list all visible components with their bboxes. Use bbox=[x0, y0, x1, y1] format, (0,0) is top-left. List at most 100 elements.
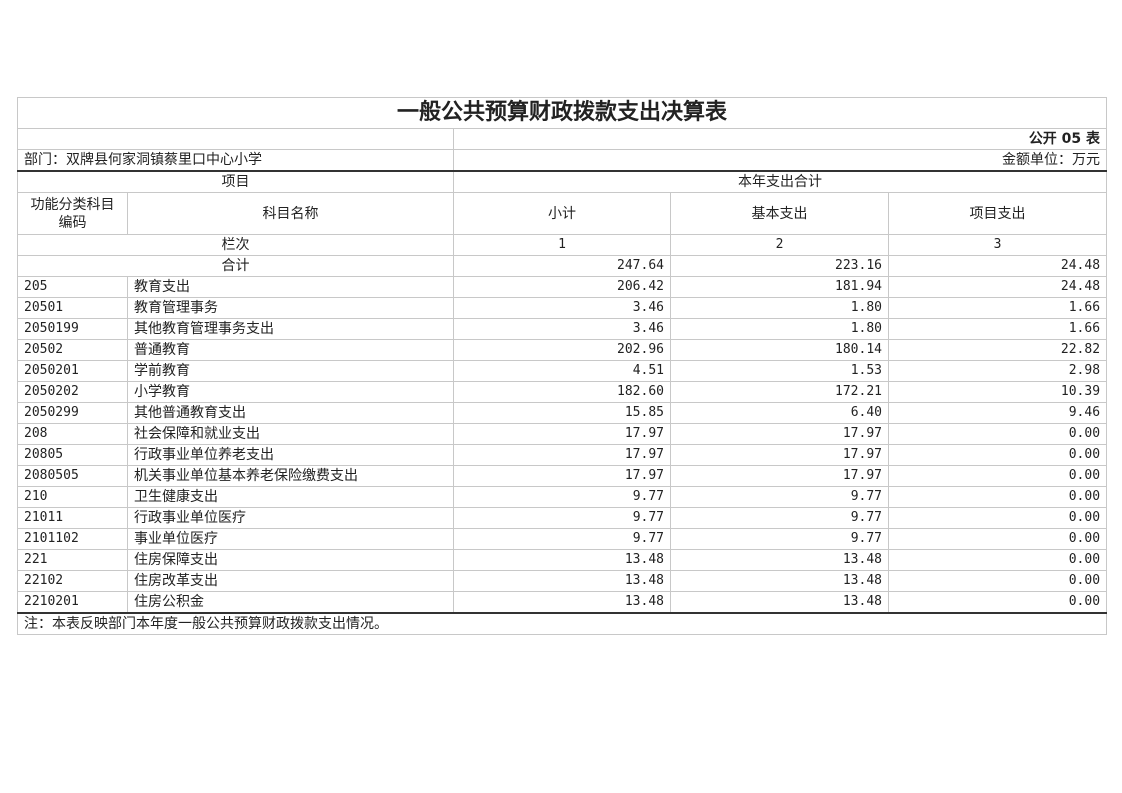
row-name: 住房改革支出 bbox=[127, 570, 454, 592]
row-basic: 13.48 bbox=[670, 570, 889, 592]
sum-project: 24.48 bbox=[887, 255, 1108, 277]
row-project: 0.00 bbox=[887, 591, 1108, 614]
row-name: 其他普通教育支出 bbox=[127, 402, 454, 424]
row-basic: 17.97 bbox=[670, 423, 889, 445]
row-project: 1.66 bbox=[887, 297, 1108, 319]
row-name: 教育管理事务 bbox=[127, 297, 454, 319]
row-basic: 172.21 bbox=[670, 381, 889, 403]
row-project: 22.82 bbox=[887, 339, 1108, 361]
row-subtotal: 9.77 bbox=[453, 528, 671, 550]
header-total-group: 本年支出合计 bbox=[452, 170, 1108, 193]
row-subtotal: 15.85 bbox=[453, 402, 671, 424]
row-name: 住房公积金 bbox=[127, 591, 454, 614]
row-project: 0.00 bbox=[887, 570, 1108, 592]
row-name: 小学教育 bbox=[127, 381, 454, 403]
row-name: 教育支出 bbox=[127, 276, 454, 298]
row-basic: 13.48 bbox=[670, 549, 889, 571]
department-label: 部门：双牌县何家洞镇蔡里口中心小学 bbox=[17, 149, 454, 172]
row-subtotal: 3.46 bbox=[453, 318, 671, 340]
row-project: 9.46 bbox=[887, 402, 1108, 424]
row-subtotal: 13.48 bbox=[453, 570, 671, 592]
row-subtotal: 202.96 bbox=[453, 339, 671, 361]
header-project: 项目支出 bbox=[887, 192, 1108, 235]
row-name: 住房保障支出 bbox=[127, 549, 454, 571]
row-name: 事业单位医疗 bbox=[127, 528, 454, 550]
row-basic: 6.40 bbox=[670, 402, 889, 424]
table-row: 208 社会保障和就业支出 17.97 17.97 0.00 bbox=[17, 423, 1108, 445]
row-project: 0.00 bbox=[887, 423, 1108, 445]
row-subtotal: 17.97 bbox=[453, 465, 671, 487]
row-basic: 17.97 bbox=[670, 444, 889, 466]
row-code: 221 bbox=[17, 549, 128, 571]
row-project: 0.00 bbox=[887, 465, 1108, 487]
row-code: 2080505 bbox=[17, 465, 128, 487]
row-code: 21011 bbox=[17, 507, 128, 529]
sum-row: 合计 247.64 223.16 24.48 bbox=[17, 255, 1108, 277]
table-row: 210 卫生健康支出 9.77 9.77 0.00 bbox=[17, 486, 1108, 508]
row-code: 20805 bbox=[17, 444, 128, 466]
row-code: 20501 bbox=[17, 297, 128, 319]
unit-label: 金额单位：万元 bbox=[452, 149, 1108, 172]
header-name: 科目名称 bbox=[127, 192, 454, 235]
table-row: 2050202 小学教育 182.60 172.21 10.39 bbox=[17, 381, 1108, 403]
table-row: 2050299 其他普通教育支出 15.85 6.40 9.46 bbox=[17, 402, 1108, 424]
table-row: 20502 普通教育 202.96 180.14 22.82 bbox=[17, 339, 1108, 361]
row-basic: 9.77 bbox=[670, 486, 889, 508]
row-code: 210 bbox=[17, 486, 128, 508]
sum-subtotal: 247.64 bbox=[453, 255, 671, 277]
sum-basic: 223.16 bbox=[670, 255, 889, 277]
row-basic: 9.77 bbox=[670, 528, 889, 550]
header-basic: 基本支出 bbox=[670, 192, 889, 235]
table-row: 2050199 其他教育管理事务支出 3.46 1.80 1.66 bbox=[17, 318, 1108, 340]
row-project: 0.00 bbox=[887, 507, 1108, 529]
row-project: 0.00 bbox=[887, 486, 1108, 508]
row-code: 2050199 bbox=[17, 318, 128, 340]
row-name: 卫生健康支出 bbox=[127, 486, 454, 508]
row-project: 24.48 bbox=[887, 276, 1108, 298]
row-name: 行政事业单位养老支出 bbox=[127, 444, 454, 466]
row-code: 2050201 bbox=[17, 360, 128, 382]
row-basic: 180.14 bbox=[670, 339, 889, 361]
row-basic: 181.94 bbox=[670, 276, 889, 298]
table-row: 22102 住房改革支出 13.48 13.48 0.00 bbox=[17, 570, 1108, 592]
row-project: 0.00 bbox=[887, 444, 1108, 466]
row-name: 其他教育管理事务支出 bbox=[127, 318, 454, 340]
row-subtotal: 13.48 bbox=[453, 549, 671, 571]
col-number-2: 2 bbox=[670, 234, 889, 256]
row-code: 205 bbox=[17, 276, 128, 298]
header-item: 项目 bbox=[17, 170, 454, 193]
row-code: 22102 bbox=[17, 570, 128, 592]
row-basic: 13.48 bbox=[670, 591, 889, 614]
row-subtotal: 9.77 bbox=[453, 507, 671, 529]
row-project: 0.00 bbox=[887, 549, 1108, 571]
col-number-1: 1 bbox=[453, 234, 671, 256]
table-row: 205 教育支出 206.42 181.94 24.48 bbox=[17, 276, 1108, 298]
row-name: 行政事业单位医疗 bbox=[127, 507, 454, 529]
row-subtotal: 3.46 bbox=[453, 297, 671, 319]
table-row: 221 住房保障支出 13.48 13.48 0.00 bbox=[17, 549, 1108, 571]
column-label: 栏次 bbox=[17, 234, 454, 256]
row-subtotal: 9.77 bbox=[453, 486, 671, 508]
header-code: 功能分类科目编码 bbox=[17, 192, 128, 235]
row-code: 208 bbox=[17, 423, 128, 445]
row-subtotal: 13.48 bbox=[453, 591, 671, 614]
row-basic: 17.97 bbox=[670, 465, 889, 487]
header-subtotal: 小计 bbox=[453, 192, 671, 235]
row-name: 普通教育 bbox=[127, 339, 454, 361]
row-name: 社会保障和就业支出 bbox=[127, 423, 454, 445]
row-project: 10.39 bbox=[887, 381, 1108, 403]
row-basic: 9.77 bbox=[670, 507, 889, 529]
row-code: 20502 bbox=[17, 339, 128, 361]
row-code: 2101102 bbox=[17, 528, 128, 550]
form-number: 公开 05 表 bbox=[452, 128, 1108, 150]
footnote: 注：本表反映部门本年度一般公共预算财政拨款支出情况。 bbox=[16, 612, 1108, 635]
row-basic: 1.80 bbox=[670, 297, 889, 319]
row-project: 2.98 bbox=[887, 360, 1108, 382]
row-name: 学前教育 bbox=[127, 360, 454, 382]
budget-table: 一般公共预算财政拨款支出决算表 公开 05 表 部门：双牌县何家洞镇蔡里口中心小… bbox=[16, 97, 1108, 635]
row-subtotal: 4.51 bbox=[453, 360, 671, 382]
table-row: 2101102 事业单位医疗 9.77 9.77 0.00 bbox=[17, 528, 1108, 550]
row-name: 机关事业单位基本养老保险缴费支出 bbox=[127, 465, 454, 487]
page-title: 一般公共预算财政拨款支出决算表 bbox=[16, 97, 1108, 129]
table-row: 2080505 机关事业单位基本养老保险缴费支出 17.97 17.97 0.00 bbox=[17, 465, 1108, 487]
